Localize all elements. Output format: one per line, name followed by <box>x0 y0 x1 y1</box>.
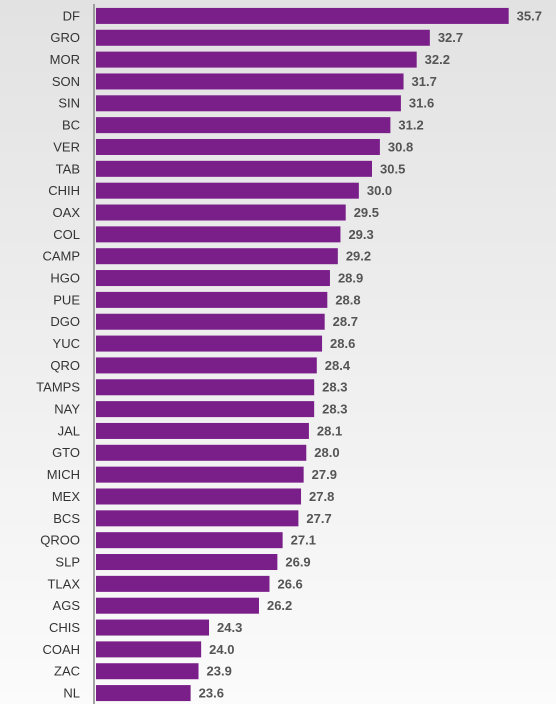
category-label: JAL <box>58 423 80 438</box>
value-label: 24.3 <box>217 620 242 635</box>
category-label: MICH <box>47 467 80 482</box>
value-label: 28.7 <box>333 314 358 329</box>
category-label: BC <box>62 118 80 133</box>
category-label: SON <box>52 74 80 89</box>
category-label: DF <box>63 8 80 23</box>
value-label: 28.8 <box>335 292 360 307</box>
bar <box>96 204 346 221</box>
category-label: SIN <box>58 96 80 111</box>
bar <box>96 422 309 439</box>
category-label: BCS <box>53 511 80 526</box>
bar <box>96 226 341 243</box>
category-label: TAB <box>56 161 80 176</box>
category-label: MEX <box>52 489 81 504</box>
category-label: CHIS <box>49 620 80 635</box>
category-label: CAMP <box>42 249 80 264</box>
value-label: 27.8 <box>309 489 334 504</box>
value-label: 27.1 <box>291 533 316 548</box>
value-label: 35.7 <box>517 8 542 23</box>
bar <box>96 95 401 112</box>
bar <box>96 466 304 483</box>
category-label: GTO <box>52 445 80 460</box>
value-label: 32.2 <box>425 52 450 67</box>
value-label: 28.9 <box>338 270 363 285</box>
bar <box>96 182 359 199</box>
bar <box>96 554 278 571</box>
value-label: 24.0 <box>209 642 234 657</box>
category-label: NAY <box>54 402 80 417</box>
bar <box>96 51 417 68</box>
bar <box>96 73 404 90</box>
bar <box>96 488 302 505</box>
value-label: 27.7 <box>306 511 331 526</box>
category-label: HGO <box>50 270 80 285</box>
value-label: 31.7 <box>412 74 437 89</box>
value-label: 27.9 <box>312 467 337 482</box>
bar <box>96 335 323 352</box>
bar <box>96 291 328 308</box>
category-label: ZAC <box>54 664 80 679</box>
bar <box>96 597 259 614</box>
bar <box>96 160 372 177</box>
value-label: 28.4 <box>325 358 351 373</box>
category-label: QROO <box>40 533 80 548</box>
bar <box>96 379 315 396</box>
category-label: VER <box>53 139 80 154</box>
bar <box>96 663 199 680</box>
value-label: 29.3 <box>348 227 373 242</box>
value-label: 30.5 <box>380 161 405 176</box>
category-label: CHIH <box>48 183 80 198</box>
category-label: COL <box>53 227 80 242</box>
value-label: 23.6 <box>199 686 224 701</box>
bar <box>96 401 315 418</box>
category-label: TAMPS <box>36 380 80 395</box>
category-label: TLAX <box>47 576 80 591</box>
bar <box>96 510 299 527</box>
bar <box>96 532 283 549</box>
value-label: 30.0 <box>367 183 392 198</box>
category-label: OAX <box>53 205 81 220</box>
category-label: PUE <box>53 292 80 307</box>
value-label: 29.5 <box>354 205 379 220</box>
bar <box>96 685 191 702</box>
bar <box>96 641 202 658</box>
value-label: 28.0 <box>314 445 339 460</box>
value-label: 31.2 <box>398 118 423 133</box>
bar <box>96 357 317 374</box>
bar <box>96 270 330 287</box>
value-label: 28.1 <box>317 423 342 438</box>
value-label: 28.3 <box>322 380 347 395</box>
bar <box>96 29 430 46</box>
value-label: 26.6 <box>277 576 302 591</box>
category-label: QRO <box>50 358 80 373</box>
value-label: 26.9 <box>285 554 310 569</box>
category-label: AGS <box>53 598 81 613</box>
category-label: NL <box>63 686 80 701</box>
bar <box>96 248 338 265</box>
bar <box>96 7 509 24</box>
value-label: 28.3 <box>322 402 347 417</box>
bar <box>96 619 210 636</box>
value-label: 30.8 <box>388 139 413 154</box>
category-label: SLP <box>55 554 80 569</box>
bar <box>96 444 307 461</box>
value-label: 31.6 <box>409 96 434 111</box>
value-label: 23.9 <box>207 664 232 679</box>
value-label: 29.2 <box>346 249 371 264</box>
value-label: 32.7 <box>438 30 463 45</box>
category-label: MOR <box>50 52 80 67</box>
category-label: YUC <box>53 336 80 351</box>
bar <box>96 575 270 592</box>
category-label: DGO <box>50 314 80 329</box>
value-label: 28.6 <box>330 336 355 351</box>
category-label: GRO <box>50 30 80 45</box>
bar <box>96 313 325 330</box>
bar <box>96 117 391 134</box>
value-label: 26.2 <box>267 598 292 613</box>
category-label: COAH <box>42 642 80 657</box>
bar <box>96 138 380 155</box>
